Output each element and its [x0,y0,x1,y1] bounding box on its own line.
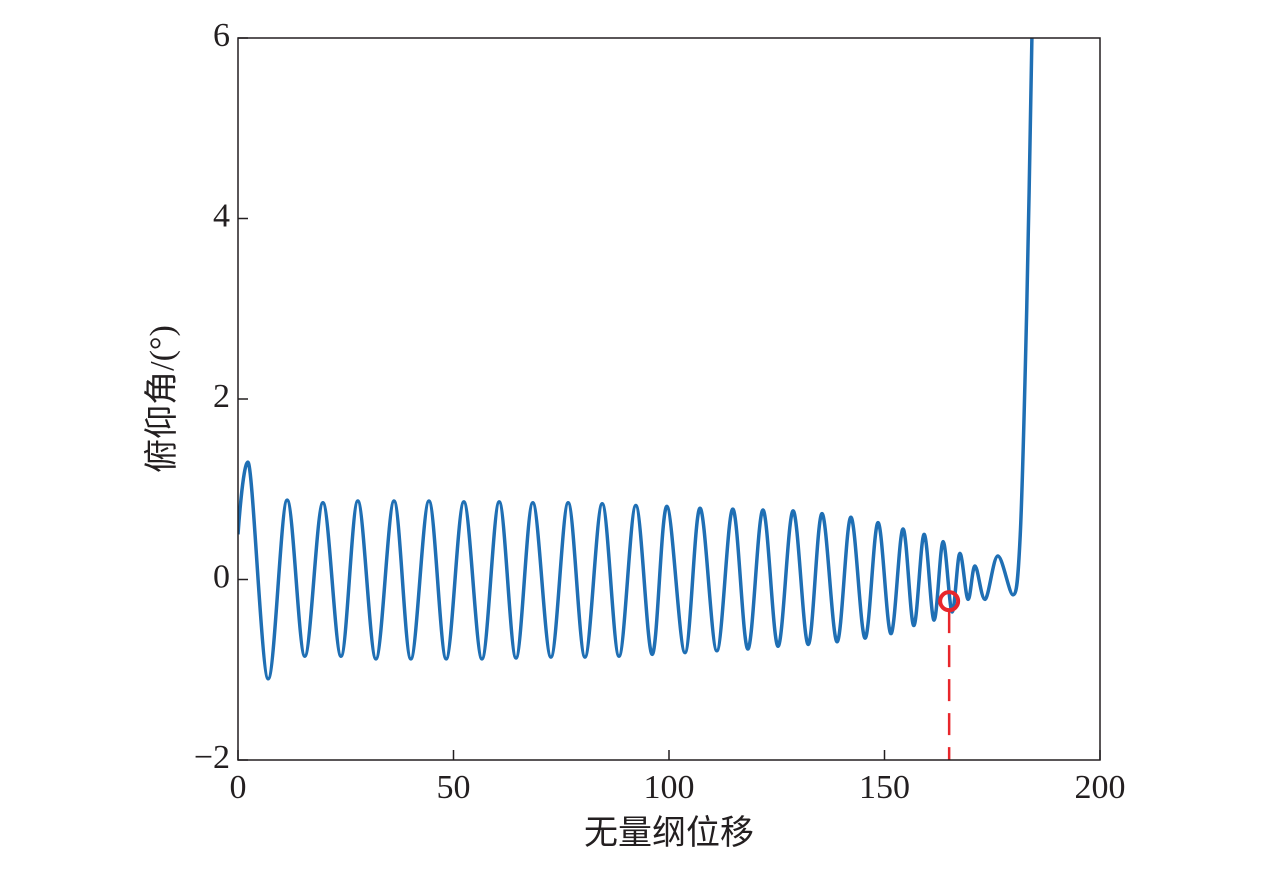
marker-point [938,590,961,613]
y-tick-label: 2 [213,378,230,415]
y-axis-label: 俯仰角/(°) [143,325,181,473]
x-tick-label: 0 [230,769,247,806]
plot-frame [237,37,1101,761]
x-axis-label: 无量纲位移 [584,814,754,852]
data-line [238,38,1034,681]
y-tick-label: 6 [213,17,230,54]
x-tick-label: 50 [437,769,471,806]
y-tick-label: 4 [213,197,230,234]
y-tick-label: 0 [213,558,230,595]
x-tick-label: 100 [644,769,695,806]
x-tick-label: 150 [859,769,910,806]
x-tick-label: 200 [1075,769,1126,806]
y-tick-label: −2 [194,739,230,776]
